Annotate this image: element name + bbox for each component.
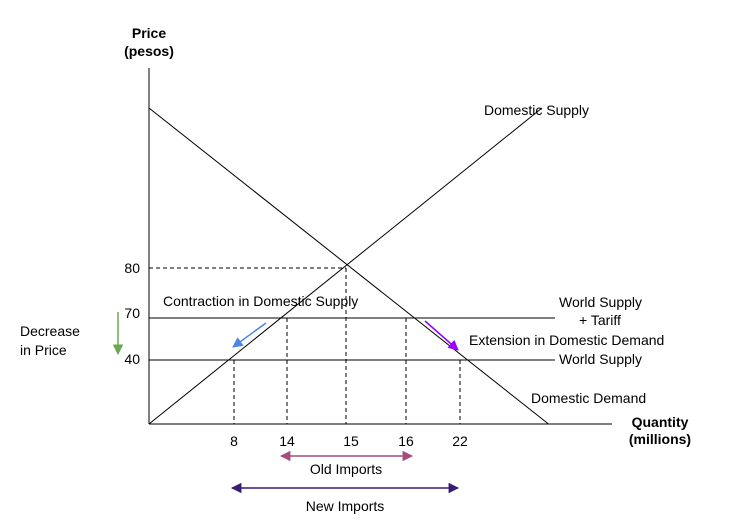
domestic-demand-label: Domestic Demand <box>531 390 646 406</box>
decrease-label-line1: Decrease <box>20 323 80 339</box>
y-tick-70: 70 <box>124 305 140 321</box>
x-tick-15: 15 <box>343 433 359 449</box>
old-imports-label: Old Imports <box>310 461 382 477</box>
reference-lines <box>149 267 461 424</box>
world-supply-tariff-label-line1: World Supply <box>559 294 642 310</box>
y-tick-80: 80 <box>124 260 140 276</box>
x-tick-14: 14 <box>279 433 295 449</box>
domestic-supply-line <box>148 107 543 425</box>
extension-label: Extension in Domestic Demand <box>469 332 664 348</box>
y-axis-title-line1: Price <box>132 25 166 41</box>
domestic-supply-label: Domestic Supply <box>484 102 589 118</box>
y-tick-40: 40 <box>124 351 140 367</box>
contraction-arrow <box>232 322 267 348</box>
new-imports-label: New Imports <box>306 498 385 514</box>
x-tick-8: 8 <box>230 433 238 449</box>
contraction-label: Contraction in Domestic Supply <box>163 293 358 309</box>
domestic-demand-line <box>148 107 549 425</box>
x-axis-title-line1: Quantity <box>632 414 689 430</box>
x-tick-22: 22 <box>452 433 468 449</box>
world-supply-label: World Supply <box>559 351 642 367</box>
extension-arrow <box>424 320 459 351</box>
y-axis-title-line2: (pesos) <box>124 43 174 59</box>
world-supply-tariff-label-line2: + Tariff <box>579 312 621 328</box>
x-axis-title-line2: (millions) <box>629 431 691 447</box>
decrease-label-line2: in Price <box>20 342 67 358</box>
x-tick-16: 16 <box>398 433 414 449</box>
